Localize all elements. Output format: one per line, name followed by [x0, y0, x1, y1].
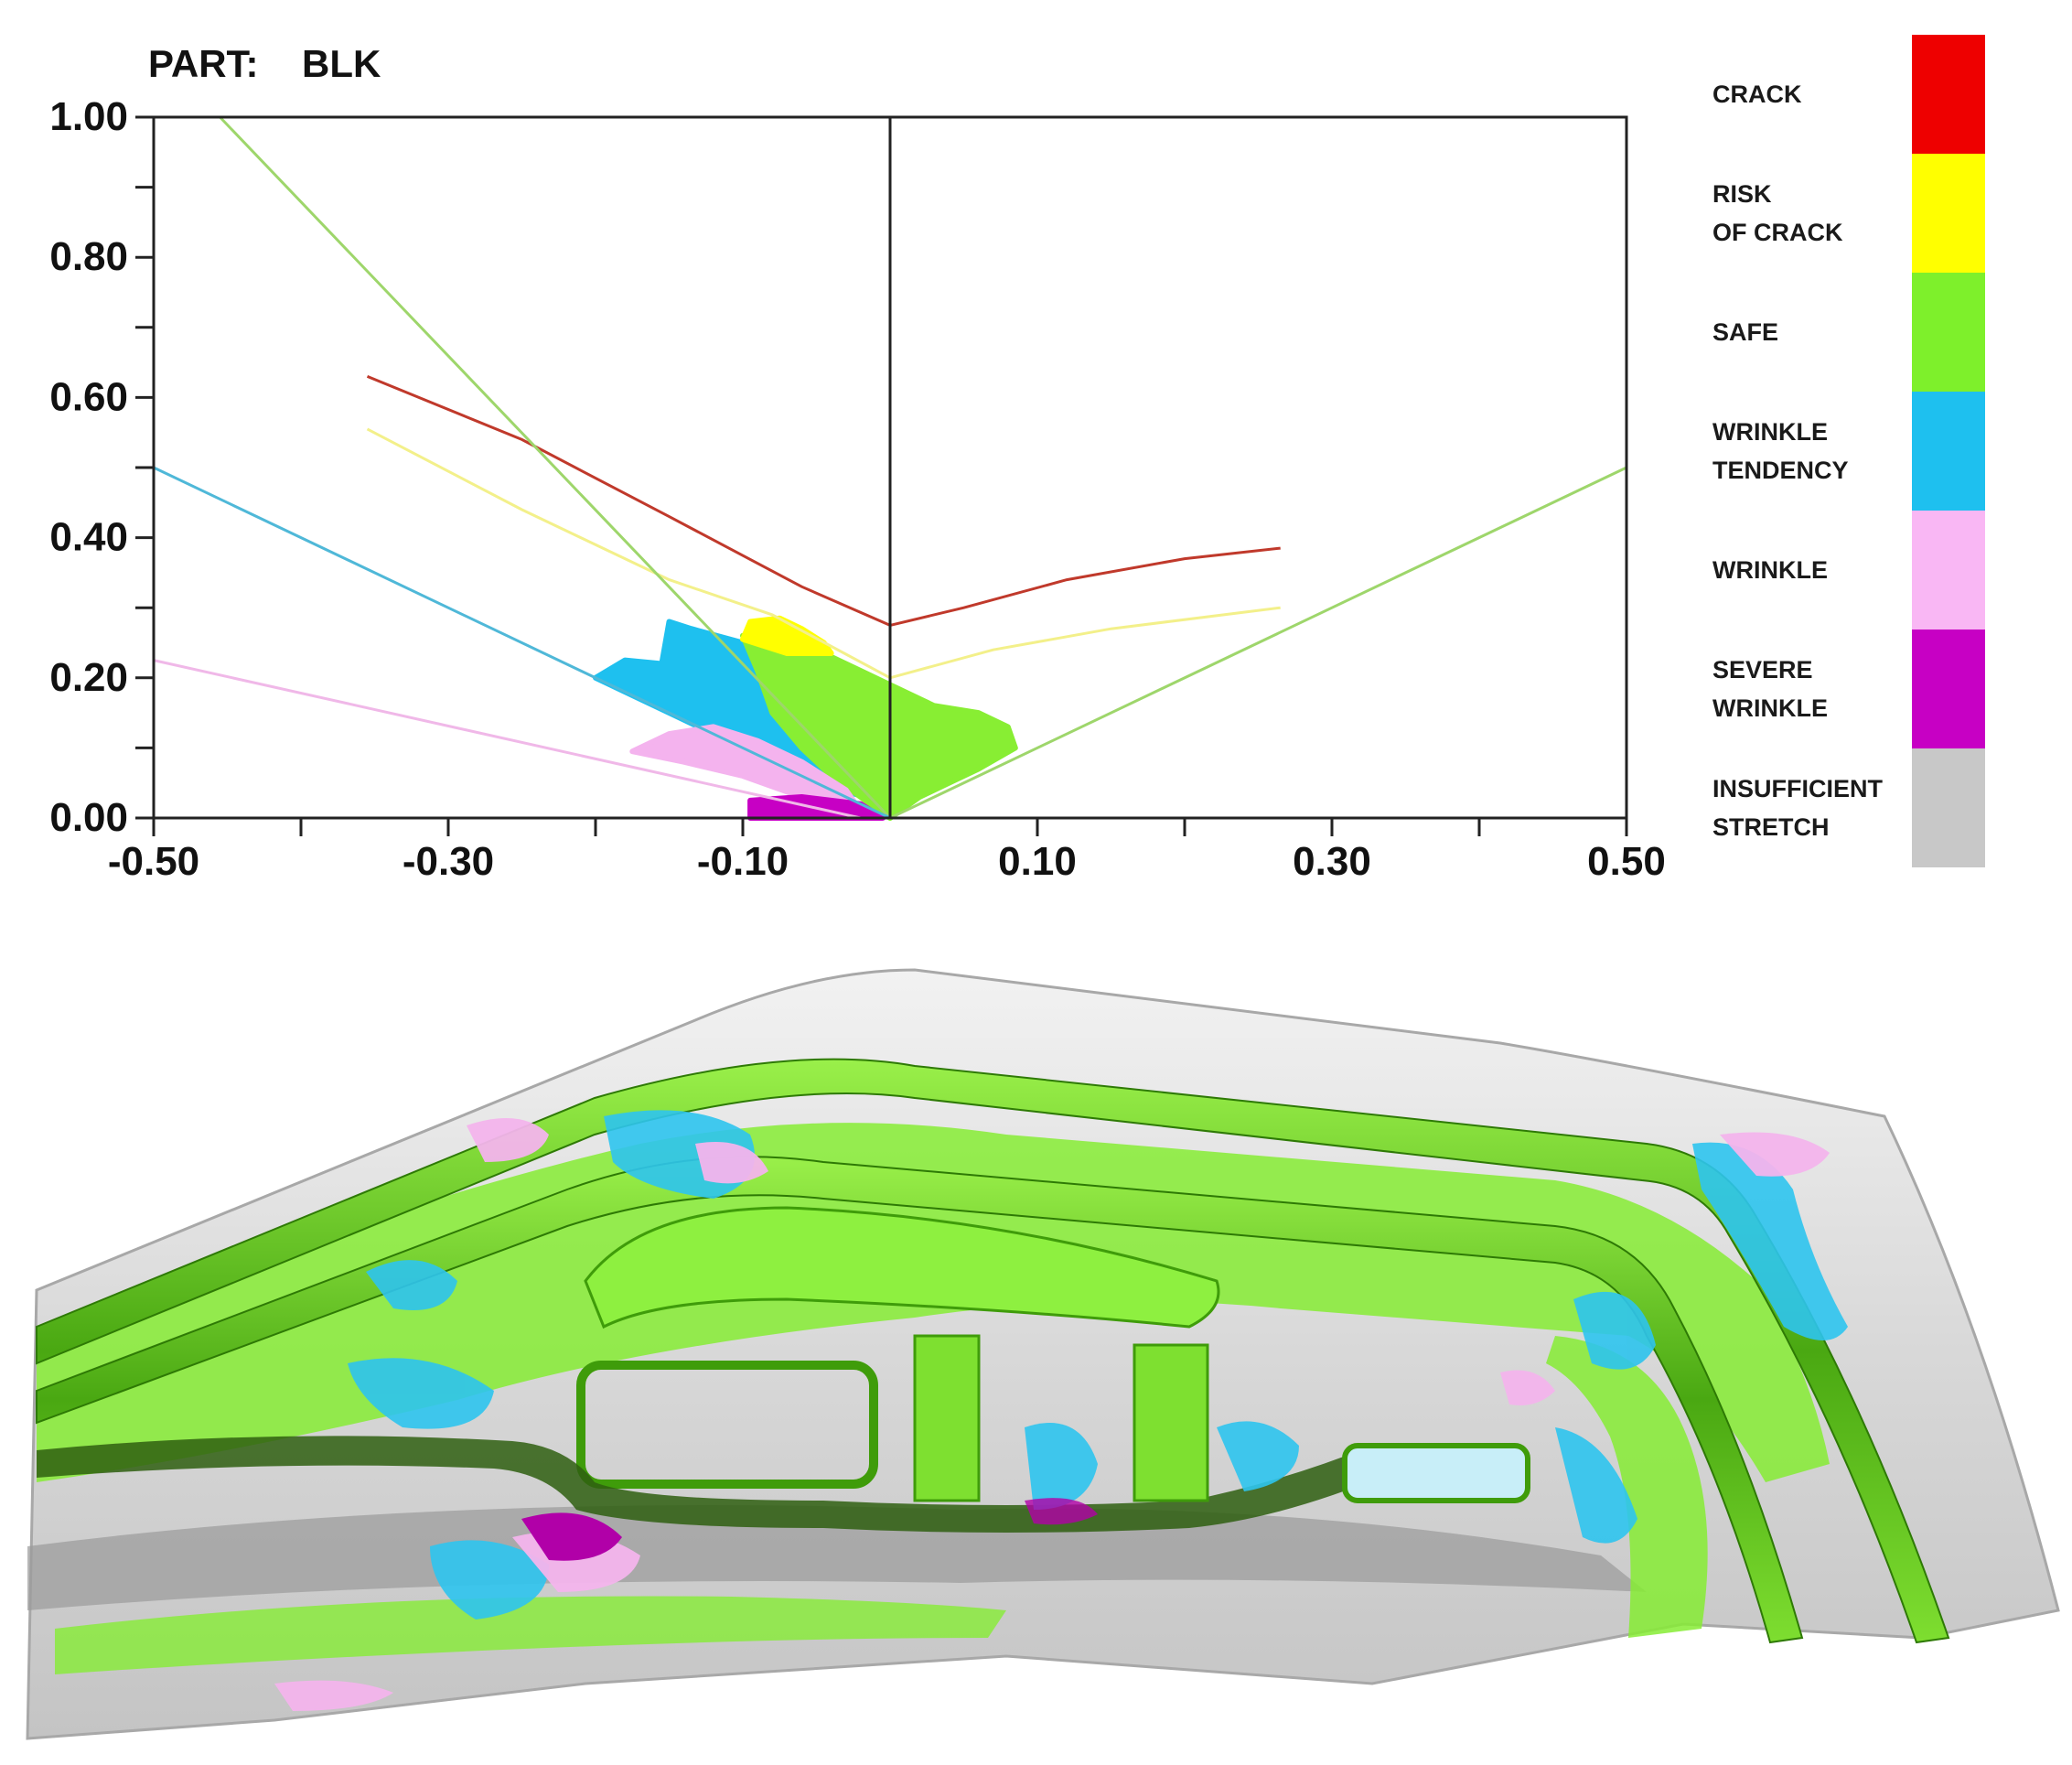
curve-wrinkle-boundary	[153, 659, 862, 820]
curve-risk-of-crack	[366, 427, 1281, 680]
legend-label-wrinkle-tendency: WRINKLE	[1712, 418, 1828, 446]
legend: CRACK RISK OF CRACK SAFE WRINKLE TENDENCY WRIN…	[1712, 35, 1985, 867]
part-label: PART: BLK	[148, 42, 381, 85]
upper-rail	[36, 1058, 1950, 1644]
wrinkle-tendency-patches	[348, 1110, 1848, 1620]
legend-label-wrinkle: WRINKLE	[1712, 556, 1828, 584]
region-wrinkle	[629, 724, 864, 814]
x-tick-label: 0.50	[1587, 839, 1666, 884]
curve-wrinkle-tendency-boundary	[153, 466, 891, 820]
x-tick-label: -0.50	[108, 839, 199, 884]
legend-swatch-insufficient-stretch	[1912, 748, 1985, 867]
legend-label-severe-wrinkle: WRINKLE	[1712, 694, 1828, 722]
wt-patch-5	[1025, 1423, 1098, 1510]
part-label-key: PART:	[148, 42, 259, 85]
plot-axes	[152, 115, 1628, 820]
rectangular-pocket	[576, 1361, 878, 1489]
y-tick-label: 0.00	[49, 795, 128, 840]
legend-label-safe: SAFE	[1712, 318, 1778, 346]
forming-limit-plot: 1.00 0.80 0.60 0.40 0.20 0.00 -0.50 -0.30 -0.10…	[49, 94, 1665, 884]
legend-swatch-severe-wrinkle	[1912, 630, 1985, 748]
wt-patch-3	[348, 1358, 494, 1429]
small-pocket	[1342, 1443, 1530, 1503]
pillar-right	[1133, 1343, 1209, 1502]
y-tick-label: 1.00	[49, 94, 128, 139]
curve-safe-boundary-right	[889, 466, 1627, 820]
region-safe	[740, 626, 1018, 821]
x-tick-label: -0.30	[403, 839, 494, 884]
safe-zone-right	[1546, 1336, 1708, 1638]
legend-label-insufficient-stretch: STRETCH	[1712, 813, 1830, 841]
legend-swatch-risk-of-crack	[1912, 154, 1985, 273]
wt-patch-8	[1692, 1142, 1848, 1340]
second-rail	[36, 1156, 1804, 1644]
wt-patch-2	[366, 1260, 457, 1310]
severe-wrinkle-patch-2	[1025, 1498, 1098, 1525]
w-patch-2	[695, 1142, 768, 1184]
part-label-value: BLK	[302, 42, 381, 85]
y-tick-label: 0.40	[49, 515, 128, 560]
strain-point-regions	[593, 615, 1018, 821]
wt-patch-7	[1573, 1291, 1656, 1370]
curve-safe-boundary-left	[219, 115, 892, 820]
legend-label-severe-wrinkle: SEVERE	[1712, 656, 1813, 683]
y-tick-label: 0.60	[49, 374, 128, 419]
central-dome	[584, 1206, 1220, 1329]
w-patch-1	[467, 1118, 549, 1162]
x-tick-label: 0.10	[998, 839, 1077, 884]
safe-zone-lower	[55, 1596, 1006, 1674]
legend-label-insufficient-stretch: INSUFFICIENT	[1712, 775, 1884, 802]
wt-patch-4	[430, 1540, 549, 1620]
x-tick-label: -0.10	[697, 839, 789, 884]
legend-label-wrinkle-tendency: TENDENCY	[1712, 457, 1849, 484]
wt-patch-6	[1217, 1421, 1299, 1491]
w-patch-5	[1500, 1370, 1555, 1405]
legend-label-risk-of-crack: RISK	[1712, 180, 1772, 208]
legend-swatch-wrinkle	[1912, 511, 1985, 630]
pillar-left	[913, 1334, 981, 1502]
part-trough	[27, 1505, 1647, 1610]
legend-label-crack: CRACK	[1712, 81, 1802, 108]
legend-swatch-wrinkle-tendency	[1912, 392, 1985, 511]
wt-patch-9	[1555, 1427, 1637, 1544]
legend-swatch-crack	[1912, 35, 1985, 154]
y-axis-ticks: 1.00 0.80 0.60 0.40 0.20 0.00	[49, 94, 154, 840]
legend-swatch-safe	[1912, 273, 1985, 392]
y-tick-label: 0.20	[49, 655, 128, 700]
part-contour-image	[26, 968, 2060, 1740]
severe-wrinkle-patch	[521, 1512, 622, 1561]
x-tick-label: 0.30	[1293, 839, 1371, 884]
w-patch-4	[1720, 1132, 1830, 1177]
x-axis-ticks: -0.50 -0.30 -0.10 0.10 0.30 0.50	[108, 818, 1666, 884]
y-tick-label: 0.80	[49, 234, 128, 279]
w-patch-6	[274, 1680, 393, 1711]
legend-label-risk-of-crack: OF CRACK	[1712, 219, 1843, 246]
